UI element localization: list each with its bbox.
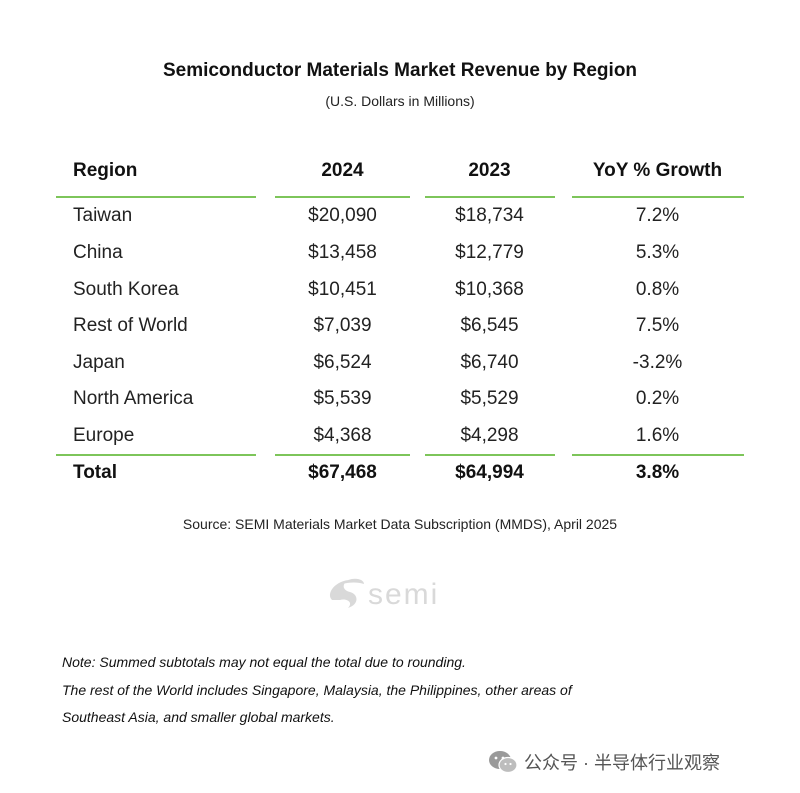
footnote-line: Note: Summed subtotals may not equal the… [62, 654, 466, 670]
header-2023: 2023 [468, 160, 511, 181]
cell-yoy: 1.6% [635, 425, 680, 446]
cell-region: Total [73, 462, 117, 483]
cell-2023: $18,734 [455, 205, 524, 226]
cell-2023: $64,994 [455, 462, 524, 483]
cell-2024: $13,458 [308, 242, 377, 263]
cell-2023: $5,529 [460, 388, 519, 409]
cell-2023: $4,298 [460, 425, 519, 446]
cell-yoy: 0.8% [635, 279, 680, 300]
cell-2024: $6,524 [313, 352, 372, 373]
header-2024: 2024 [321, 160, 364, 181]
cell-region: China [73, 242, 123, 263]
footnote-line: The rest of the World includes Singapore… [62, 682, 572, 698]
cell-2024: $67,468 [308, 462, 377, 483]
total-row: Total $67,468 $64,994 3.8% [0, 455, 800, 491]
wechat-icon [489, 751, 518, 774]
header-divider-2024 [275, 196, 410, 198]
cell-region: South Korea [73, 279, 179, 300]
cell-2024: $4,368 [313, 425, 372, 446]
header-divider-2023 [425, 196, 555, 198]
cell-2024: $7,039 [313, 315, 372, 336]
table-row: Taiwan $20,090 $18,734 7.2% [0, 198, 800, 234]
table-row: Japan $6,524 $6,740 -3.2% [0, 345, 800, 381]
cell-yoy: 5.3% [635, 242, 680, 263]
header-region: Region [73, 160, 138, 181]
cell-2023: $6,740 [460, 352, 519, 373]
table-row: Europe $4,368 $4,298 1.6% [0, 418, 800, 454]
cell-region: Japan [73, 352, 125, 373]
cell-2024: $20,090 [308, 205, 377, 226]
table-title: Semiconductor Materials Market Revenue b… [162, 60, 638, 81]
cell-region: North America [73, 388, 194, 409]
cell-yoy: 3.8% [635, 462, 680, 483]
table-subtitle: (U.S. Dollars in Millions) [325, 93, 475, 109]
cell-yoy: 7.5% [635, 315, 680, 336]
total-divider-2024 [275, 454, 410, 456]
table-row: Rest of World $7,039 $6,545 7.5% [0, 308, 800, 344]
header-divider-region [56, 196, 256, 198]
watermark-text: 公众号 · 半导体行业观察 [524, 753, 720, 773]
cell-yoy: 7.2% [635, 205, 680, 226]
cell-region: Europe [73, 425, 135, 446]
cell-yoy: 0.2% [635, 388, 680, 409]
header-yoy: YoY % Growth [592, 160, 723, 181]
svg-text:semi: semi [368, 578, 439, 611]
total-divider-region [56, 454, 256, 456]
table-row: South Korea $10,451 $10,368 0.8% [0, 272, 800, 308]
cell-2024: $10,451 [308, 279, 377, 300]
source-note: Source: SEMI Materials Market Data Subsc… [182, 516, 618, 532]
cell-2023: $10,368 [455, 279, 524, 300]
total-divider-yoy [572, 454, 744, 456]
total-divider-2023 [425, 454, 555, 456]
semi-logo: semi [329, 578, 439, 611]
table-row: North America $5,539 $5,529 0.2% [0, 381, 800, 417]
wechat-watermark: 公众号 · 半导体行业观察 [488, 748, 720, 776]
table-row: China $13,458 $12,779 5.3% [0, 235, 800, 271]
cell-2023: $6,545 [460, 315, 519, 336]
header-divider-yoy [572, 196, 744, 198]
cell-region: Taiwan [73, 205, 133, 226]
footnote-line: Southeast Asia, and smaller global marke… [62, 709, 335, 725]
cell-2024: $5,539 [313, 388, 372, 409]
cell-2023: $12,779 [455, 242, 524, 263]
cell-yoy: -3.2% [632, 352, 683, 373]
cell-region: Rest of World [73, 315, 188, 336]
